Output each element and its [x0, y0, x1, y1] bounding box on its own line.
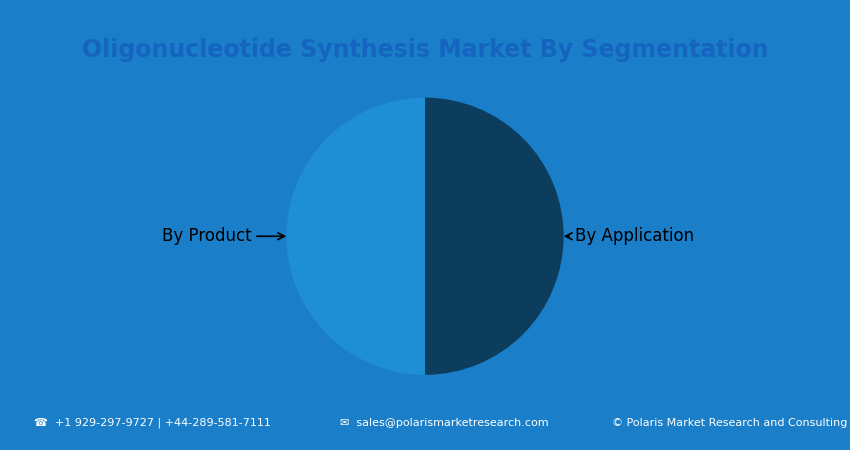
Wedge shape — [425, 98, 564, 375]
Text: Oligonucleotide Synthesis Market By Segmentation: Oligonucleotide Synthesis Market By Segm… — [82, 37, 768, 62]
Text: By Application: By Application — [565, 227, 694, 245]
Text: © Polaris Market Research and Consulting LLP: © Polaris Market Research and Consulting… — [612, 418, 850, 428]
Text: ✉  sales@polarismarketresearch.com: ✉ sales@polarismarketresearch.com — [340, 418, 548, 428]
Wedge shape — [286, 98, 425, 375]
Text: ☎  +1 929-297-9727 | +44-289-581-7111: ☎ +1 929-297-9727 | +44-289-581-7111 — [34, 418, 271, 428]
Text: By Product: By Product — [162, 227, 285, 245]
